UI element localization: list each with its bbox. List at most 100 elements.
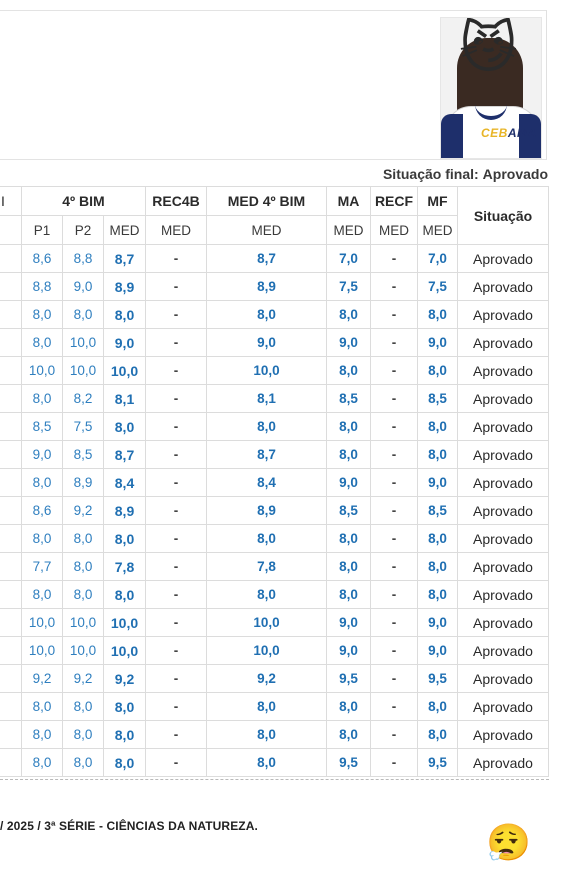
row-cut-cell — [0, 496, 22, 525]
cell-med-4-bim: 8,0 — [206, 300, 327, 329]
table-row: 8,6 8,8 8,7-8,7 7,0-7,0 Aprovado — [0, 244, 549, 273]
cell-mf: 8,0 — [417, 524, 458, 553]
cell-med: 10,0 — [103, 356, 146, 385]
cell-med-4-bim: 10,0 — [206, 636, 327, 665]
cell-med-4-bim: 8,9 — [206, 272, 327, 301]
cell-recf: - — [370, 496, 418, 525]
cell-med: 8,0 — [103, 580, 146, 609]
cell-rec4b: - — [145, 692, 207, 721]
cell-med: 10,0 — [103, 608, 146, 637]
row-cut-cell — [0, 244, 22, 273]
cell-p2: 9,0 — [62, 272, 104, 301]
cell-med-4-bim: 8,9 — [206, 496, 327, 525]
cell-situacao: Aprovado — [457, 412, 549, 441]
header-p1: P1 — [21, 215, 63, 245]
cell-p2: 10,0 — [62, 356, 104, 385]
cell-med: 10,0 — [103, 636, 146, 665]
grades-table: I 4º BIM REC4B MED 4º BIM MA RECF MF Sit… — [0, 186, 549, 777]
cell-ma: 8,0 — [326, 440, 371, 469]
cell-med-4-bim: 8,7 — [206, 244, 327, 273]
cell-mf: 8,0 — [417, 720, 458, 749]
cell-situacao: Aprovado — [457, 664, 549, 693]
cell-p2: 9,2 — [62, 496, 104, 525]
cell-situacao: Aprovado — [457, 580, 549, 609]
cell-situacao: Aprovado — [457, 384, 549, 413]
grades-body: 8,6 8,8 8,7-8,7 7,0-7,0 Aprovado 8,8 9,0 8,9-8,… — [0, 244, 549, 777]
cell-med: 8,0 — [103, 720, 146, 749]
cell-ma: 8,5 — [326, 384, 371, 413]
header-med-4-bim: MED 4º BIM — [206, 186, 327, 216]
cell-ma: 8,5 — [326, 496, 371, 525]
cell-situacao: Aprovado — [457, 440, 549, 469]
cell-p1: 10,0 — [21, 608, 63, 637]
cell-ma: 8,0 — [326, 692, 371, 721]
logo-part-a: CEB — [481, 126, 508, 140]
cell-mf: 8,5 — [417, 496, 458, 525]
cell-p2: 8,5 — [62, 440, 104, 469]
cell-mf: 7,5 — [417, 272, 458, 301]
cell-mf: 9,0 — [417, 608, 458, 637]
cell-p2: 8,9 — [62, 468, 104, 497]
header-med4bim-med: MED — [206, 215, 327, 245]
cell-situacao: Aprovado — [457, 720, 549, 749]
cell-rec4b: - — [145, 720, 207, 749]
cell-med: 8,7 — [103, 244, 146, 273]
cell-mf: 8,5 — [417, 384, 458, 413]
row-cut-cell — [0, 356, 22, 385]
header-rec4b-med: MED — [145, 215, 207, 245]
cell-rec4b: - — [145, 496, 207, 525]
cell-ma: 9,5 — [326, 664, 371, 693]
cell-situacao: Aprovado — [457, 636, 549, 665]
cell-ma: 9,5 — [326, 748, 371, 777]
cell-p1: 8,0 — [21, 524, 63, 553]
cell-rec4b: - — [145, 552, 207, 581]
cell-med-4-bim: 8,7 — [206, 440, 327, 469]
cell-situacao: Aprovado — [457, 552, 549, 581]
header-row-sub: P1 P2 MED MED MED MED MED MED — [0, 215, 549, 245]
row-cut-cell — [0, 524, 22, 553]
header-cut-column: I — [0, 186, 22, 216]
cell-p1: 8,0 — [21, 580, 63, 609]
cell-recf: - — [370, 552, 418, 581]
cell-mf: 8,0 — [417, 552, 458, 581]
final-status-value: Aprovado — [482, 166, 548, 182]
table-row: 8,0 10,0 9,0-9,0 9,0-9,0 Aprovado — [0, 328, 549, 357]
row-cut-cell — [0, 468, 22, 497]
cell-ma: 9,0 — [326, 636, 371, 665]
cell-recf: - — [370, 412, 418, 441]
cell-rec4b: - — [145, 468, 207, 497]
cell-mf: 8,0 — [417, 356, 458, 385]
cell-situacao: Aprovado — [457, 272, 549, 301]
cell-rec4b: - — [145, 636, 207, 665]
cell-p1: 10,0 — [21, 356, 63, 385]
cell-med: 8,0 — [103, 300, 146, 329]
cell-med-4-bim: 10,0 — [206, 356, 327, 385]
cell-recf: - — [370, 608, 418, 637]
cell-recf: - — [370, 748, 418, 777]
cell-p1: 8,8 — [21, 272, 63, 301]
photo-sleeve-left — [441, 114, 463, 158]
photo-sleeve-right — [519, 114, 541, 158]
cell-med-4-bim: 8,0 — [206, 692, 327, 721]
cell-med: 8,9 — [103, 272, 146, 301]
cell-p1: 8,0 — [21, 384, 63, 413]
cell-mf: 9,0 — [417, 636, 458, 665]
cell-p2: 8,0 — [62, 300, 104, 329]
table-row: 9,0 8,5 8,7-8,7 8,0-8,0 Aprovado — [0, 440, 549, 469]
photo-collar — [475, 104, 507, 120]
cell-recf: - — [370, 636, 418, 665]
header-mf: MF — [417, 186, 458, 216]
cell-med: 8,4 — [103, 468, 146, 497]
cell-p2: 8,0 — [62, 748, 104, 777]
row-cut-cell — [0, 384, 22, 413]
cell-rec4b: - — [145, 356, 207, 385]
table-row: 8,0 8,0 8,0-8,0 8,0-8,0 Aprovado — [0, 524, 549, 553]
cell-rec4b: - — [145, 524, 207, 553]
header-mf-med: MED — [417, 215, 458, 245]
cell-med: 9,2 — [103, 664, 146, 693]
cell-rec4b: - — [145, 580, 207, 609]
header-med: MED — [103, 215, 146, 245]
cell-ma: 8,0 — [326, 580, 371, 609]
cell-med: 8,0 — [103, 524, 146, 553]
final-status-label: Situação final: — [382, 166, 479, 182]
